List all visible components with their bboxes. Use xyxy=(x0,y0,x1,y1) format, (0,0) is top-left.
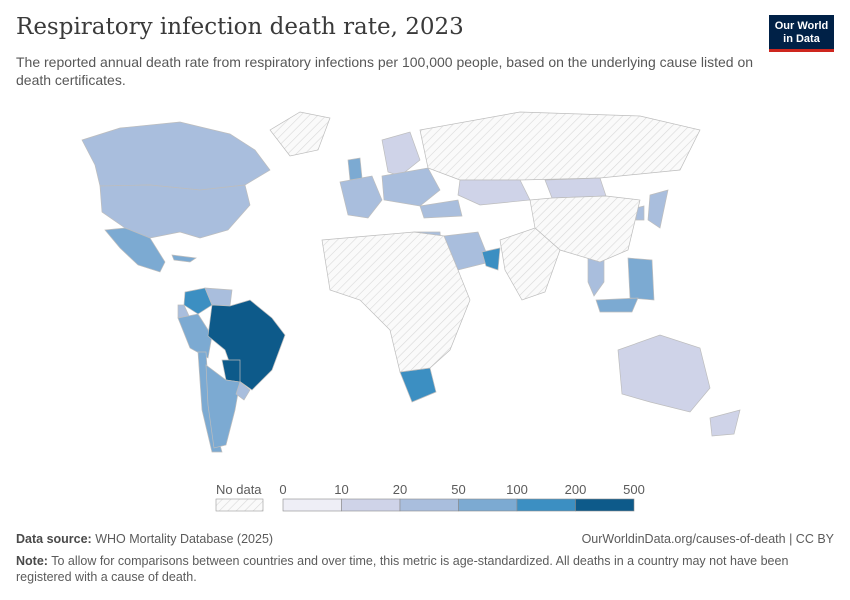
chart-title: Respiratory infection death rate, 2023 xyxy=(16,14,464,40)
legend-no-data-swatch xyxy=(215,498,264,512)
region-mongolia[interactable] xyxy=(544,177,607,199)
region-mexico[interactable] xyxy=(104,227,166,273)
region-india[interactable] xyxy=(499,227,561,301)
world-map[interactable] xyxy=(0,100,850,472)
data-source: Data source: WHO Mortality Database (202… xyxy=(16,532,273,546)
region-africa-rest[interactable] xyxy=(321,231,471,373)
legend-bin-100-200 xyxy=(516,498,576,512)
owid-logo[interactable]: Our World in Data xyxy=(769,15,834,52)
chart-note: Note: To allow for comparisons between c… xyxy=(16,553,826,585)
region-brazil[interactable] xyxy=(207,299,286,391)
region-russia[interactable] xyxy=(419,111,701,181)
legend-tick-200: 200 xyxy=(565,482,587,497)
logo-line-1: Our World xyxy=(774,20,829,32)
region-united-states[interactable] xyxy=(99,184,251,239)
legend-bin-0-10 xyxy=(282,498,342,512)
data-source-value: WHO Mortality Database (2025) xyxy=(95,532,274,546)
legend-bin-10-20 xyxy=(341,498,401,512)
data-source-label: Data source: xyxy=(16,532,92,546)
region-canada[interactable] xyxy=(81,121,271,191)
region-kazakhstan[interactable] xyxy=(457,179,531,206)
region-oman[interactable] xyxy=(481,247,501,271)
region-scandinavia[interactable] xyxy=(381,131,421,177)
note-label: Note: xyxy=(16,554,48,568)
region-malaysia[interactable] xyxy=(595,297,639,313)
region-western-europe[interactable] xyxy=(339,175,383,219)
region-australia[interactable] xyxy=(617,334,711,413)
region-turkey[interactable] xyxy=(419,199,463,219)
legend-tick-10: 10 xyxy=(334,482,348,497)
region-cuba[interactable] xyxy=(171,254,197,263)
legend-tick-50: 50 xyxy=(451,482,465,497)
legend-tick-0: 0 xyxy=(279,482,286,497)
legend-tick-500: 500 xyxy=(623,482,645,497)
logo-line-2: in Data xyxy=(783,33,820,45)
note-text: To allow for comparisons between countri… xyxy=(16,554,789,584)
region-chile[interactable] xyxy=(197,351,223,453)
source-url-link[interactable]: OurWorldinData.org/causes-of-death | CC … xyxy=(581,532,834,546)
region-south-africa[interactable] xyxy=(399,367,437,403)
legend-bin-50-100 xyxy=(458,498,518,512)
chart-subtitle: The reported annual death rate from resp… xyxy=(16,54,754,88)
region-new-zealand[interactable] xyxy=(709,409,741,437)
region-peru[interactable] xyxy=(177,313,213,359)
region-eastern-europe[interactable] xyxy=(381,167,441,207)
region-philippines[interactable] xyxy=(627,257,655,301)
region-thailand[interactable] xyxy=(587,257,605,297)
region-colombia[interactable] xyxy=(183,287,213,315)
region-greenland[interactable] xyxy=(269,111,331,157)
legend-tick-100: 100 xyxy=(506,482,528,497)
legend-tick-20: 20 xyxy=(393,482,407,497)
legend-no-data-label: No data xyxy=(216,482,262,497)
region-uruguay[interactable] xyxy=(235,381,251,401)
region-japan[interactable] xyxy=(647,189,669,229)
region-united-kingdom[interactable] xyxy=(347,157,363,181)
legend-bin-200-500 xyxy=(575,498,635,512)
legend-bin-20-50 xyxy=(399,498,459,512)
region-argentina[interactable] xyxy=(205,364,241,449)
